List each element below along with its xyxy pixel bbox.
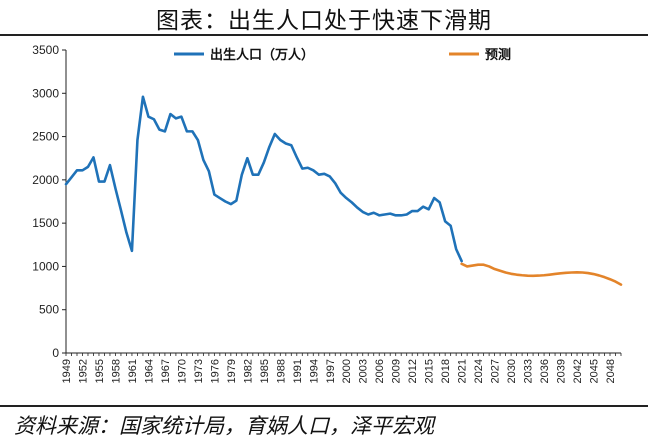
title-divider [0,34,648,36]
y-tick-label: 3000 [32,86,59,100]
x-tick-label: 1964 [143,359,155,383]
x-tick-label: 1967 [160,359,172,383]
y-tick-label: 0 [52,346,59,360]
x-tick-label: 2024 [473,359,485,383]
x-tick-label: 2003 [358,359,370,383]
births-series-line [64,95,463,263]
source-divider [0,405,648,407]
x-tick-label: 1991 [292,359,304,383]
source-note: 资料来源：国家统计局，育娲人口，泽平宏观 [14,414,434,438]
y-tick-label: 1000 [32,259,59,273]
forecast-series-line [460,262,623,286]
x-tick-label: 1958 [110,359,122,383]
x-tick-label: 1979 [226,359,238,383]
x-tick-label: 2039 [556,359,568,383]
x-tick-label: 1982 [242,359,254,383]
x-tick-label: 2012 [407,359,419,383]
chart-legend: 出生人口（万人） 预测 [174,47,511,63]
x-tick-label: 2048 [605,359,617,383]
x-tick-label: 1952 [77,359,89,383]
y-tick-label: 2000 [32,173,59,187]
y-tick-label: 500 [39,303,59,317]
x-tick-label: 1949 [61,359,73,383]
x-tick-label: 2006 [374,359,386,383]
x-tick-label: 1955 [94,359,106,383]
legend-label: 出生人口（万人） [210,47,314,63]
x-tick-label: 1994 [308,359,320,383]
birth-population-chart: 0 500 1000 1500 2000 2500 3000 3500 1949 1952 195… [32,43,623,383]
x-tick-label: 1997 [325,359,337,383]
x-axis-ticks: 1949 1952 1955 1958 1961 1964 1967 1970 1973 1976… [61,353,622,383]
page-title: 图表：出生人口处于快速下滑期 [156,8,492,34]
x-tick-label: 2027 [490,359,502,383]
x-tick-label: 2018 [440,359,452,383]
y-tick-label: 1500 [32,216,59,230]
y-tick-label: 3500 [32,43,59,57]
x-tick-label: 2021 [457,359,469,383]
x-tick-label: 1970 [176,359,188,383]
x-tick-label: 1973 [193,359,205,383]
x-tick-label: 2000 [341,359,353,383]
chart-axes [65,50,621,354]
x-tick-label: 2036 [539,359,551,383]
x-tick-label: 1988 [275,359,287,383]
x-tick-label: 2009 [391,359,403,383]
x-tick-label: 2015 [424,359,436,383]
y-axis-ticks: 0 500 1000 1500 2000 2500 3000 3500 [32,43,66,360]
legend-label: 预测 [485,47,511,63]
x-tick-label: 2042 [572,359,584,383]
series-lines [64,95,623,286]
x-tick-label: 2033 [523,359,535,383]
x-tick-label: 1976 [209,359,221,383]
y-tick-label: 2500 [32,130,59,144]
x-tick-label: 1985 [259,359,271,383]
x-tick-label: 2030 [506,359,518,383]
x-tick-label: 2045 [589,359,601,383]
x-tick-label: 1961 [127,359,139,383]
